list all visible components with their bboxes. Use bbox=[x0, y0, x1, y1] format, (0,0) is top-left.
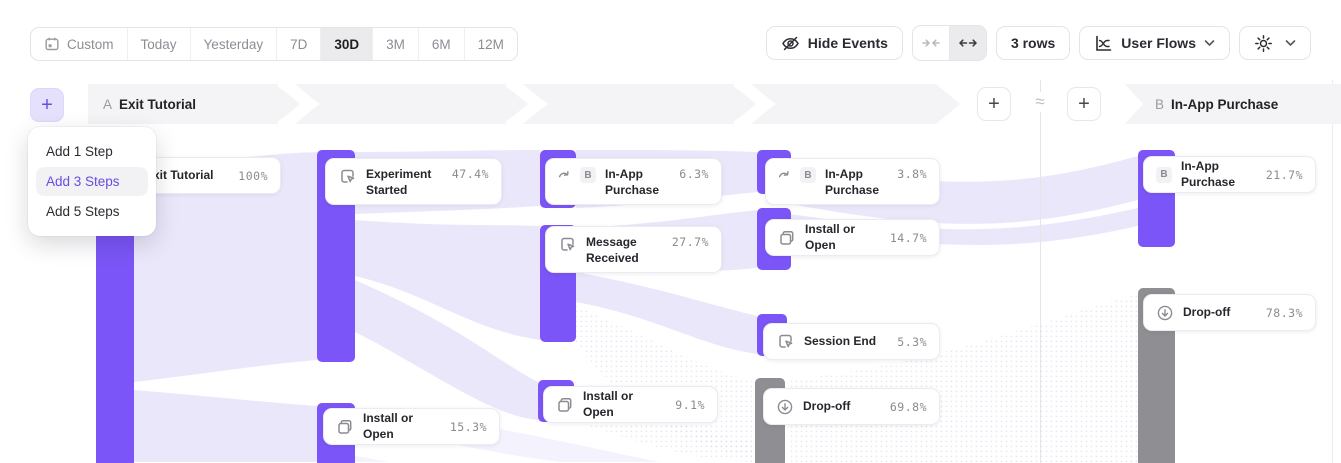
chevron-down-icon bbox=[1204, 39, 1215, 47]
step-band-b bbox=[1125, 84, 1341, 124]
node-experiment-started[interactable]: Experiment Started 47.4% bbox=[325, 158, 502, 205]
node-percentage: 100% bbox=[238, 168, 268, 183]
chevron-down-icon bbox=[1285, 39, 1296, 47]
menu-item-add-3-steps[interactable]: Add 3 Steps bbox=[36, 167, 148, 196]
node-percentage: 6.3% bbox=[679, 167, 709, 181]
node-percentage: 21.7% bbox=[1265, 167, 1303, 182]
gear-icon bbox=[1254, 34, 1273, 53]
event-cursor-icon bbox=[558, 235, 577, 254]
date-range-selector: Custom Today Yesterday 7D 30D 3M 6M 12M bbox=[30, 27, 518, 61]
add-steps-menu: Add 1 Step Add 3 Steps Add 5 Steps bbox=[28, 127, 156, 236]
flow-arrow-icon bbox=[778, 167, 791, 180]
arrows-outward-icon bbox=[958, 36, 977, 50]
node-percentage: 14.7% bbox=[889, 230, 927, 245]
node-percentage: 47.4% bbox=[451, 167, 489, 181]
node-in-app-purchase-6[interactable]: B In-App Purchase 6.3% bbox=[545, 158, 722, 205]
node-install-or-open-15[interactable]: Install or Open 15.3% bbox=[323, 408, 500, 445]
expand-width-button[interactable] bbox=[948, 26, 986, 60]
top-toolbar: Custom Today Yesterday 7D 30D 3M 6M 12M … bbox=[0, 0, 1341, 76]
node-percentage: 3.8% bbox=[897, 167, 927, 181]
node-percentage: 69.8% bbox=[889, 399, 927, 414]
rows-label: 3 rows bbox=[1010, 35, 1056, 51]
node-percentage: 15.3% bbox=[449, 419, 487, 434]
section-divider bbox=[1040, 80, 1041, 463]
node-session-end[interactable]: Session End 5.3% bbox=[763, 323, 940, 360]
copy-squares-icon bbox=[336, 418, 354, 436]
width-toggle-group bbox=[911, 25, 987, 61]
hide-events-label: Hide Events bbox=[807, 35, 888, 51]
date-range-yesterday[interactable]: Yesterday bbox=[189, 28, 277, 60]
date-range-12m[interactable]: 12M bbox=[463, 28, 517, 60]
event-b-badge: B bbox=[1156, 166, 1172, 183]
add-step-button-a[interactable]: + bbox=[977, 87, 1011, 121]
arrows-inward-icon bbox=[922, 36, 940, 50]
date-range-today[interactable]: Today bbox=[126, 28, 190, 60]
section-divider-symbol: ≈ bbox=[1029, 92, 1051, 112]
arrow-down-circle-icon bbox=[776, 398, 794, 416]
rows-button[interactable]: 3 rows bbox=[995, 26, 1071, 60]
add-step-button-b[interactable]: + bbox=[1067, 87, 1101, 121]
date-range-custom[interactable]: Custom bbox=[31, 28, 127, 60]
node-message-received[interactable]: Message Received 27.7% bbox=[545, 226, 722, 273]
node-percentage: 5.3% bbox=[897, 334, 927, 349]
node-percentage: 27.7% bbox=[671, 235, 709, 249]
view-selector-label: User Flows bbox=[1121, 35, 1196, 51]
bar-drop-off-78 bbox=[1138, 288, 1175, 463]
canvas-right-edge bbox=[1332, 80, 1333, 463]
add-step-button-open[interactable]: + bbox=[30, 88, 64, 122]
collapse-width-button[interactable] bbox=[913, 26, 949, 60]
view-selector-dropdown[interactable]: User Flows bbox=[1079, 26, 1230, 60]
menu-item-add-1-step[interactable]: Add 1 Step bbox=[46, 144, 113, 159]
copy-squares-icon bbox=[556, 396, 574, 414]
toolbar-right-tools: Hide Events 3 rows bbox=[765, 25, 1311, 61]
copy-squares-icon bbox=[778, 229, 796, 247]
node-percentage: 78.3% bbox=[1265, 305, 1303, 320]
arrow-down-circle-icon bbox=[1156, 304, 1174, 322]
date-range-6m[interactable]: 6M bbox=[417, 28, 464, 60]
node-in-app-purchase-21[interactable]: B In-App Purchase 21.7% bbox=[1143, 156, 1316, 193]
event-cursor-icon bbox=[776, 332, 795, 351]
node-install-or-open-9[interactable]: Install or Open 9.1% bbox=[543, 386, 718, 423]
eye-off-icon bbox=[781, 34, 800, 53]
node-drop-off-69[interactable]: Drop-off 69.8% bbox=[763, 388, 940, 425]
event-b-badge: B bbox=[800, 167, 816, 183]
flow-arrow-icon bbox=[558, 167, 571, 180]
event-b-badge: B bbox=[580, 167, 596, 183]
hide-events-button[interactable]: Hide Events bbox=[765, 26, 903, 60]
node-drop-off-78[interactable]: Drop-off 78.3% bbox=[1143, 294, 1316, 331]
node-percentage: 9.1% bbox=[675, 397, 705, 412]
date-range-label: Custom bbox=[67, 36, 114, 52]
calendar-icon bbox=[44, 36, 60, 52]
date-range-7d[interactable]: 7D bbox=[276, 28, 320, 60]
event-cursor-icon bbox=[338, 167, 357, 186]
menu-item-add-5-steps[interactable]: Add 5 Steps bbox=[46, 204, 120, 219]
node-in-app-purchase-3[interactable]: B In-App Purchase 3.8% bbox=[765, 158, 940, 205]
date-range-30d[interactable]: 30D bbox=[320, 28, 373, 60]
user-flows-canvas: ≈ A Exit Tutorial B In-App Purchase + + … bbox=[0, 80, 1341, 463]
node-install-or-open-14[interactable]: Install or Open 14.7% bbox=[765, 219, 940, 256]
user-flows-icon bbox=[1094, 34, 1113, 53]
step-band-a bbox=[88, 84, 960, 124]
settings-dropdown[interactable] bbox=[1239, 26, 1311, 60]
date-range-3m[interactable]: 3M bbox=[372, 28, 418, 60]
